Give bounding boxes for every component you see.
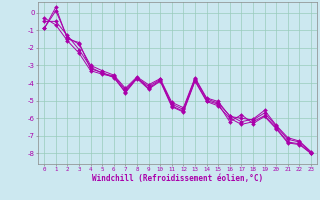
X-axis label: Windchill (Refroidissement éolien,°C): Windchill (Refroidissement éolien,°C)	[92, 174, 263, 183]
